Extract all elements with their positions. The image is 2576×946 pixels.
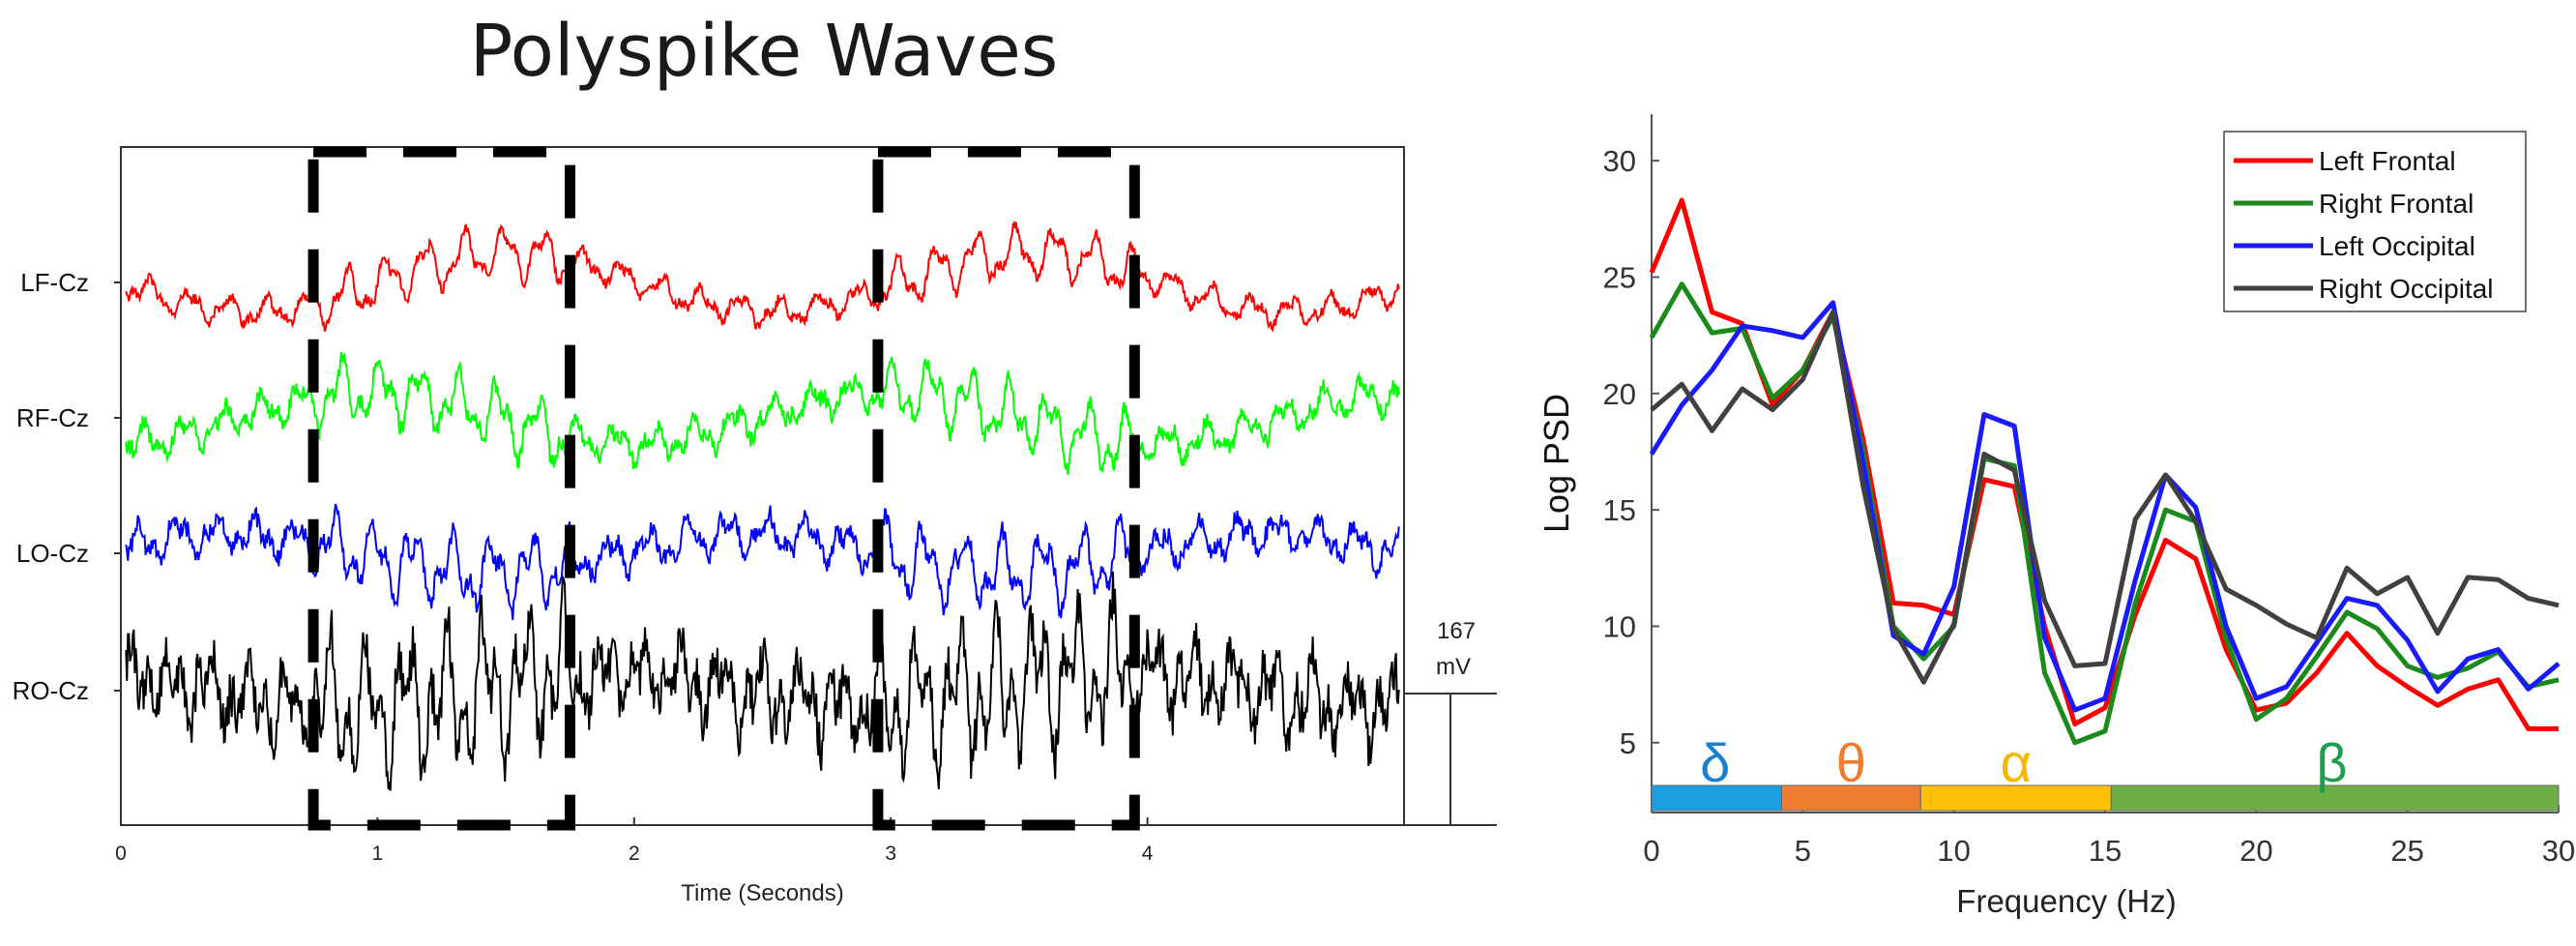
eeg-trace-lf-cz — [125, 220, 1400, 333]
page-title: Polyspike Waves — [469, 10, 1059, 93]
channel-label: LF-Cz — [20, 268, 89, 297]
psd-series-left-occipital — [1649, 300, 2561, 713]
scale-bar-value: 167 — [1437, 618, 1476, 644]
highlight-window — [872, 146, 1140, 831]
psd-x-axis-title: Frequency (Hz) — [1956, 883, 2176, 919]
psd-x-tick-label: 0 — [1643, 834, 1659, 868]
psd-chart: 5 10 15 20 25 30 0 5 10 15 20 25 30 Frequency (Hz) Log… — [1537, 114, 2575, 919]
psd-y-tick-label: 20 — [1603, 377, 1636, 411]
psd-x-tick-label: 25 — [2390, 834, 2423, 868]
band-label: α — [2001, 732, 2032, 793]
psd-y-tick-label: 10 — [1603, 609, 1636, 643]
eeg-x-axis-title: Time (Seconds) — [681, 880, 844, 906]
psd-y-tick-label: 25 — [1603, 260, 1636, 294]
eeg-x-tick-label: 0 — [115, 843, 127, 865]
eeg-chart: 0 1 2 3 4 Time (Seconds) LF-Cz RF-Cz LO-Cz RO-Cz 1… — [13, 146, 1497, 906]
channel-label: LO-Cz — [16, 539, 89, 568]
psd-x-tick-label: 5 — [1795, 834, 1811, 868]
eeg-x-tick-label: 1 — [372, 843, 384, 865]
psd-x-tick-label: 10 — [1937, 834, 1970, 868]
psd-y-axis-title: Log PSD — [1537, 394, 1576, 533]
psd-series-right-frontal — [1649, 281, 2560, 746]
psd-x-tick-label: 20 — [2239, 834, 2272, 868]
scale-bar-unit: mV — [1436, 654, 1471, 680]
psd-y-tick-label: 5 — [1620, 726, 1636, 760]
channel-label: RF-Cz — [16, 403, 89, 432]
legend-label: Right Frontal — [2319, 189, 2474, 219]
legend-label: Right Occipital — [2319, 274, 2494, 304]
band-bar — [1651, 784, 1782, 812]
highlight-window — [307, 146, 575, 831]
band-label: δ — [1700, 732, 1730, 793]
legend-label: Left Occipital — [2319, 231, 2475, 261]
eeg-trace-rf-cz — [125, 351, 1400, 476]
band-bar — [1780, 784, 1921, 812]
eeg-trace-lo-cz — [125, 503, 1400, 620]
band-bar — [1919, 784, 2112, 812]
psd-y-tick-label: 15 — [1603, 493, 1636, 527]
channel-label: RO-Cz — [13, 676, 89, 705]
psd-y-tick-label: 30 — [1603, 144, 1636, 178]
psd-series-right-occipital — [1650, 310, 2560, 685]
psd-x-tick-label: 30 — [2542, 834, 2575, 868]
eeg-x-tick-label: 2 — [629, 843, 640, 865]
eeg-x-tick-label: 4 — [1142, 843, 1154, 865]
psd-x-tick-label: 15 — [2089, 834, 2122, 868]
band-label: θ — [1836, 732, 1866, 793]
band-bar — [2110, 784, 2560, 812]
legend-label: Left Frontal — [2319, 146, 2456, 176]
eeg-plot-frame — [120, 146, 1405, 826]
band-label: β — [2316, 732, 2347, 793]
eeg-x-tick-label: 3 — [885, 843, 896, 865]
eeg-trace-ro-cz — [125, 571, 1400, 791]
